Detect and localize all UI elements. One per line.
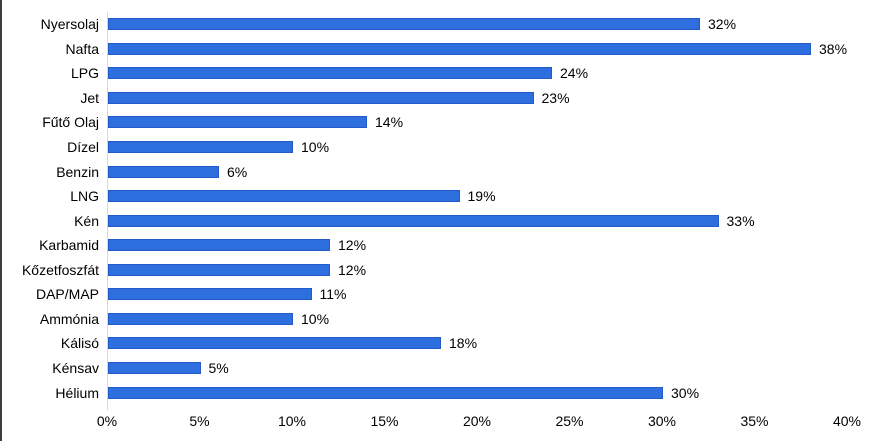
bar (108, 312, 293, 325)
category-label: Kálisó (60, 335, 99, 352)
bar (108, 42, 811, 55)
x-tick-label: 25% (555, 413, 584, 429)
bar (108, 67, 552, 80)
bar-row: 30% (108, 380, 699, 405)
category-label: Kénsav (52, 359, 99, 376)
bar (108, 141, 293, 154)
bar-row: 12% (108, 258, 366, 283)
x-tick-label: 30% (647, 413, 677, 429)
value-label: 19% (467, 188, 496, 205)
value-label: 14% (375, 114, 404, 131)
bar (108, 288, 312, 301)
value-label: 12% (338, 261, 367, 278)
bar-row: 32% (108, 12, 736, 37)
bar-row: 10% (108, 307, 329, 332)
bar-row: 12% (108, 233, 366, 258)
value-label: 10% (301, 310, 330, 327)
x-tick-label: 0% (96, 413, 118, 429)
category-label: Benzin (56, 163, 99, 180)
category-label: Nyersolaj (40, 16, 99, 33)
bar (108, 263, 330, 276)
value-label: 12% (338, 237, 367, 254)
x-tick-label: 20% (462, 413, 492, 429)
category-label: Karbamid (39, 237, 99, 254)
bar (108, 361, 201, 374)
x-tick-label: 40% (832, 413, 862, 429)
bar-row: 18% (108, 331, 477, 356)
bar-row: 6% (108, 159, 247, 184)
bar-row: 10% (108, 135, 329, 160)
value-label: 32% (708, 16, 737, 33)
value-label: 30% (671, 384, 700, 401)
bar-row: 23% (108, 86, 570, 111)
bar-row: 19% (108, 184, 496, 209)
category-label: Nafta (65, 40, 99, 57)
value-label: 24% (560, 65, 589, 82)
category-label: Jet (80, 89, 99, 106)
bar (108, 386, 663, 399)
bar-row: 5% (108, 356, 229, 381)
bar (108, 91, 534, 104)
x-tick-label: 5% (189, 413, 210, 429)
value-label: 5% (208, 359, 229, 376)
y-axis-line (107, 12, 108, 410)
category-label: DAP/MAP (35, 286, 99, 303)
value-label: 11% (319, 286, 347, 303)
category-label: LPG (70, 65, 99, 82)
bar (108, 214, 719, 227)
value-label: 18% (449, 335, 478, 352)
bar-row: 38% (108, 37, 847, 62)
bar (108, 18, 700, 31)
value-label: 6% (227, 163, 248, 180)
bar (108, 116, 367, 129)
x-tick-label: 15% (370, 413, 399, 429)
category-label: Dízel (67, 139, 99, 156)
category-label: LNG (70, 188, 99, 205)
bar-row: 14% (108, 110, 403, 135)
x-tick-label: 35% (740, 413, 769, 429)
bar-row: 33% (108, 208, 755, 233)
bar-row: 11% (108, 282, 346, 307)
category-label: Kén (74, 212, 99, 229)
x-tick-label: 10% (277, 413, 307, 429)
category-label: Ammónia (39, 310, 99, 327)
bar (108, 239, 330, 252)
bar-row: 24% (108, 61, 588, 86)
value-label: 23% (541, 89, 570, 106)
value-label: 10% (301, 139, 330, 156)
bar (108, 165, 219, 178)
bar (108, 190, 460, 203)
value-label: 38% (819, 40, 848, 57)
value-label: 33% (726, 212, 755, 229)
category-label: Kőzetfoszfát (21, 261, 99, 278)
category-label: Fűtő Olaj (42, 114, 99, 131)
bar (108, 337, 441, 350)
category-label: Hélium (55, 384, 99, 401)
